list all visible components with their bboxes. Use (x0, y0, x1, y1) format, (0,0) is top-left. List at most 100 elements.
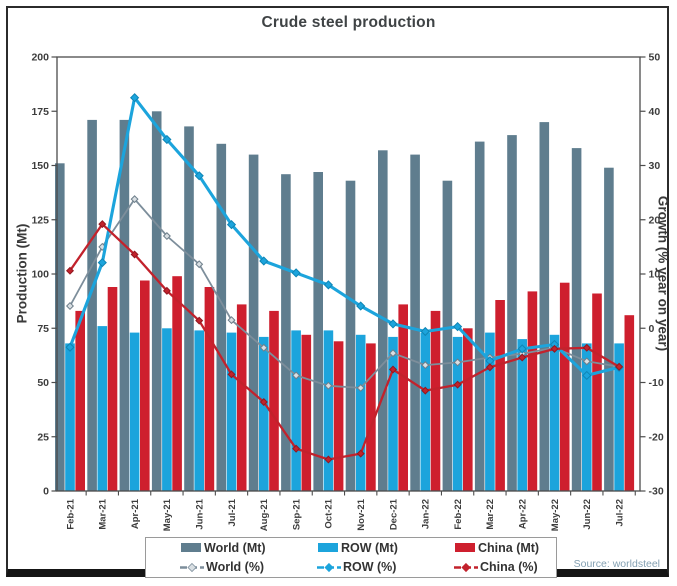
legend-label: ROW (%) (343, 560, 397, 574)
bar (119, 119, 130, 492)
line-marker (388, 349, 398, 358)
line-marker (421, 386, 430, 395)
bar (517, 339, 527, 491)
line-marker (97, 257, 107, 268)
line-marker (98, 220, 107, 229)
line-marker (65, 266, 75, 275)
line-marker (452, 322, 463, 332)
bar (97, 326, 108, 491)
line-series-row- (65, 93, 624, 381)
line-marker (65, 342, 75, 352)
legend-label: World (Mt) (204, 540, 266, 555)
bar (378, 150, 388, 492)
line-marker (227, 370, 236, 379)
line-marker (195, 260, 204, 269)
legend-item-china-mt-: China (Mt) (453, 541, 587, 555)
bar (184, 126, 194, 492)
legend-item-row-: ROW (%) (316, 561, 453, 574)
line-marker (324, 381, 333, 390)
bar (301, 334, 312, 491)
line-marker (518, 353, 527, 362)
line-marker (162, 134, 172, 145)
line-marker (582, 370, 592, 381)
bar (313, 172, 323, 491)
x-tick-label: Mar-22 (485, 499, 496, 530)
legend-item-world-: World (%) (179, 561, 316, 574)
x-tick-label: Jul-22 (614, 499, 625, 526)
y-left-tick-label: 50 (37, 377, 49, 389)
legend: World (Mt) ROW (Mt) China (Mt) World (%)… (145, 537, 557, 578)
line-marker (259, 256, 269, 266)
bar (582, 343, 592, 491)
line-marker (421, 361, 430, 370)
x-tick-label: Jun-21 (195, 498, 206, 529)
bar (291, 330, 301, 491)
bar (442, 180, 453, 491)
line-marker (227, 316, 236, 325)
line-series-world- (65, 195, 624, 392)
y-right-tick-label: -30 (649, 486, 664, 498)
line-marker (453, 380, 462, 389)
y-axis-title-right: Growth (% year on year) (655, 195, 671, 352)
legend-item-world-mt-: World (Mt) (179, 540, 316, 555)
bar (452, 336, 463, 491)
bar (226, 332, 237, 491)
x-axis: Feb-21 Mar-21 Apr-21 May-21 Jun-21 Jul-21 Aug-… (65, 491, 636, 531)
line-marker (356, 383, 365, 392)
bar (151, 111, 162, 492)
bar (366, 343, 376, 491)
x-tick-label: Mar-21 (98, 498, 109, 529)
chart-title: Crude steel production (261, 14, 436, 31)
bar (333, 341, 344, 491)
bar (107, 287, 118, 491)
bar (474, 141, 485, 491)
y-right-tick-label: 30 (649, 160, 661, 172)
line-marker (291, 268, 301, 278)
line-marker (453, 358, 462, 367)
x-tick-label: May-21 (162, 498, 173, 531)
y-left-tick-label: 25 (37, 431, 49, 443)
bar (624, 315, 635, 491)
y-right-tick-label: -20 (649, 431, 664, 443)
bar (259, 336, 269, 491)
line-marker (324, 455, 333, 464)
x-tick-label: Oct-21 (324, 498, 335, 528)
y-axis-left: 0 25 50 75 100 125 150 175 200 (31, 52, 57, 498)
bar (194, 330, 204, 491)
x-tick-label: Jul-21 (227, 498, 238, 526)
y-axis-right: -30 -20 -10 0 10 20 30 40 50 (640, 52, 664, 498)
bar (430, 310, 441, 491)
x-tick-label: Feb-22 (453, 499, 464, 530)
y-axis-title-left: Production (Mt) (14, 223, 30, 324)
y-right-tick-label: 50 (649, 52, 661, 64)
line-marker (65, 301, 75, 311)
x-tick-label: Sep-21 (291, 498, 302, 530)
y-left-tick-label: 125 (31, 214, 49, 226)
y-left-tick-label: 200 (31, 52, 49, 64)
bar (507, 135, 517, 491)
bar (323, 330, 334, 491)
legend-line-swatch (454, 562, 478, 572)
line-marker (388, 319, 398, 329)
bar (495, 300, 505, 491)
bar (269, 310, 279, 491)
bar (204, 287, 215, 491)
legend-bar-swatch (181, 543, 201, 553)
bar (345, 180, 356, 491)
line-series-china- (65, 220, 624, 464)
bar (236, 304, 247, 491)
bar (592, 293, 602, 491)
line-marker (292, 444, 301, 453)
line-marker (129, 93, 140, 103)
bar (388, 336, 398, 491)
legend-bar-swatch (318, 543, 338, 553)
line-marker (292, 371, 301, 380)
bar (55, 163, 65, 492)
bar (527, 291, 538, 491)
legend-bar-swatch (455, 543, 475, 553)
bar (571, 148, 582, 491)
y-right-tick-label: 20 (649, 214, 661, 226)
line-marker (615, 362, 624, 371)
line-marker (356, 449, 365, 458)
